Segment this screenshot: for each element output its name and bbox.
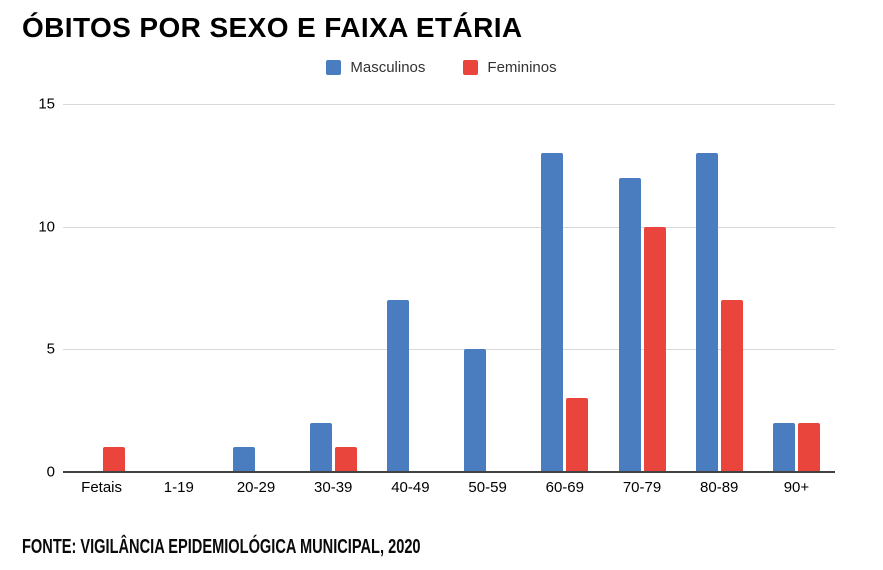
bar-masculinos-70-79 (618, 177, 641, 472)
x-label-60-69: 60-69 (545, 479, 584, 496)
x-label-Fetais: Fetais (81, 479, 123, 496)
legend: Masculinos Femininos (0, 59, 883, 76)
legend-label: Femininos (487, 59, 557, 76)
bar-group-50-59 (449, 104, 526, 472)
bar-group-90+ (758, 104, 835, 472)
legend-label: Masculinos (350, 59, 426, 76)
x-label-30-39: 30-39 (314, 479, 353, 496)
bar-femininos-70-79 (643, 226, 666, 472)
bar-group-80-89 (681, 104, 758, 472)
bar-masculinos-80-89 (695, 153, 718, 472)
bar-masculinos-50-59 (464, 349, 487, 472)
legend-item-masculinos: Masculinos (326, 59, 425, 76)
bar-group-60-69 (526, 104, 603, 472)
x-label-20-29: 20-29 (236, 479, 276, 496)
bar-masculinos-60-69 (541, 153, 564, 472)
legend-swatch-femininos (463, 60, 479, 75)
bar-group-20-29 (217, 104, 294, 472)
bar-masculinos-30-39 (309, 422, 332, 472)
chart-title: ÓBITOS POR SEXO E FAIXA ETÁRIA (22, 12, 523, 43)
x-label-80-89: 80-89 (700, 479, 739, 496)
bar-group-70-79 (603, 104, 680, 472)
bar-group-40-49 (372, 104, 449, 472)
y-tick-label-5: 5 (46, 340, 55, 358)
bar-femininos-Fetais (103, 447, 126, 472)
bar-masculinos-90+ (772, 422, 795, 472)
bar-group-1-19 (140, 104, 217, 472)
y-tick-label-10: 10 (38, 218, 55, 236)
legend-item-femininos: Femininos (463, 59, 557, 76)
bar-groups (63, 104, 835, 472)
x-label-70-79: 70-79 (622, 479, 662, 496)
y-axis: 0 5 10 15 (0, 96, 55, 481)
y-tick-label-15: 15 (38, 95, 55, 113)
legend-swatch-masculinos (326, 60, 342, 75)
x-label-50-59: 50-59 (468, 479, 507, 496)
x-label-1-19: 1-19 (163, 479, 194, 496)
bar-masculinos-40-49 (386, 300, 409, 472)
source-note: FONTE: VIGILÂNCIA EPIDEMIOLÓGICA MUNICIP… (22, 536, 421, 558)
bar-group-30-39 (295, 104, 372, 472)
bar-group-Fetais (63, 104, 140, 472)
x-label-40-49: 40-49 (391, 479, 430, 496)
gridline-10 (63, 226, 835, 228)
bar-femininos-60-69 (566, 398, 589, 472)
bar-femininos-90+ (797, 422, 820, 472)
y-tick-label-0: 0 (46, 463, 55, 481)
bar-femininos-80-89 (720, 300, 743, 472)
x-axis-labels: Fetais 1-19 20-29 30-39 40-49 50-59 60-69 70-79… (63, 479, 835, 496)
bar-femininos-30-39 (334, 447, 357, 472)
gridline-15 (63, 104, 835, 105)
bar-masculinos-20-29 (232, 447, 255, 472)
gridline-5 (63, 349, 835, 351)
plot-area (63, 104, 835, 473)
x-axis-baseline (63, 471, 835, 473)
x-label-90+: 90+ (783, 479, 810, 496)
